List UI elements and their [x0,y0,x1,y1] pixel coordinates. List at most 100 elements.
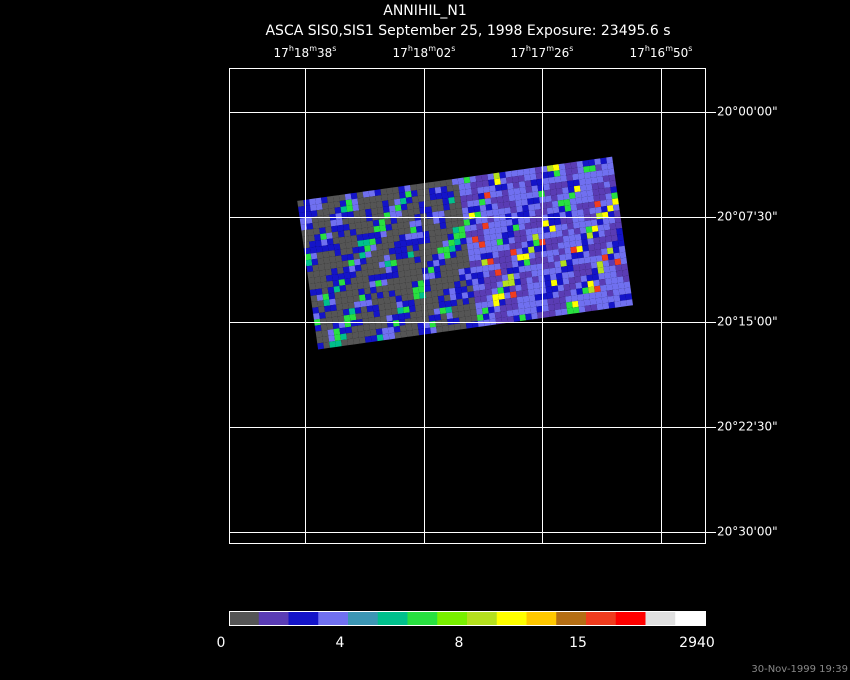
image-cell [517,175,525,182]
image-cell [353,295,360,303]
image-cell [498,208,506,215]
image-cell [495,190,503,198]
image-cell [361,312,369,320]
image-cell [541,256,549,264]
image-cell [392,319,400,327]
image-cell [405,324,413,331]
image-cell [431,290,438,298]
image-cell [307,271,315,279]
image-cell [373,225,381,233]
image-cell [471,320,479,328]
ra-unit: s [688,44,692,53]
image-cell [589,165,596,172]
image-cell [332,195,340,202]
image-cell [388,205,396,213]
image-cell [577,209,585,216]
image-cell [504,255,512,263]
image-cell [484,240,492,248]
image-cell [556,187,563,195]
image-cell [353,252,360,260]
image-cell [538,190,546,198]
ra-number: 16 [650,46,665,60]
image-cell [520,277,527,285]
image-cell [529,215,537,223]
ra-unit: s [332,44,336,53]
image-cell [589,298,597,306]
image-cell [578,172,585,180]
image-cell [511,303,519,311]
image-cell [425,206,433,214]
image-cell [319,312,326,319]
image-cell [536,305,544,313]
image-cell [550,194,558,202]
image-cell [348,223,356,230]
image-cell [392,271,399,279]
image-cell [319,275,327,283]
image-cell [425,248,433,256]
image-cell [322,335,330,343]
image-cell [564,204,572,212]
image-cell [504,292,511,299]
image-cell [392,277,400,285]
image-cell [416,274,424,281]
image-cell [404,318,412,326]
image-cell [356,234,364,241]
image-cell [364,287,371,295]
image-cell [378,303,386,311]
image-cell [391,265,399,273]
image-cell [530,306,538,314]
image-cell [613,252,621,260]
image-cell [540,165,548,173]
image-cell [570,161,578,169]
ra-unit: h [526,44,531,53]
image-cell [346,338,354,346]
image-cell [587,238,595,245]
image-cell [334,334,342,342]
image-cell [375,328,383,336]
image-cell [580,275,588,283]
image-cell [595,255,603,262]
image-cell [546,165,554,172]
image-cell [387,235,394,243]
image-cell [451,263,459,271]
ra-number: 17 [274,46,289,60]
image-cell [496,238,504,246]
image-cell [394,289,402,297]
image-cell [321,202,329,210]
image-cell [602,260,610,267]
image-cell [537,226,545,234]
image-cell [369,196,377,203]
image-cell [608,174,616,182]
image-cell [517,169,524,176]
image-cell [309,240,316,248]
image-cell [338,194,346,202]
image-cell [509,285,516,293]
image-cell [467,248,475,256]
image-cell [533,288,541,295]
image-cell [519,271,527,279]
image-cell [370,335,378,342]
image-cell [598,272,606,280]
image-cell [582,293,590,300]
image-cell [549,273,557,281]
image-cell [559,211,567,219]
image-cell [322,293,330,301]
image-cell [473,248,481,255]
image-cell [601,254,609,262]
image-cell [434,229,442,237]
image-cell [354,216,361,224]
image-cell [417,322,425,330]
image-cell [449,202,456,210]
image-cell [411,196,419,203]
image-cell [332,237,340,245]
image-cell [414,298,421,306]
image-cell [506,310,514,317]
image-cell [506,267,514,275]
ra-unit: m [309,44,317,53]
image-cell [412,329,420,337]
image-cell [465,231,472,238]
image-cell [417,280,425,287]
image-cell [348,217,355,224]
image-cell [527,198,534,205]
image-cell [446,185,454,192]
